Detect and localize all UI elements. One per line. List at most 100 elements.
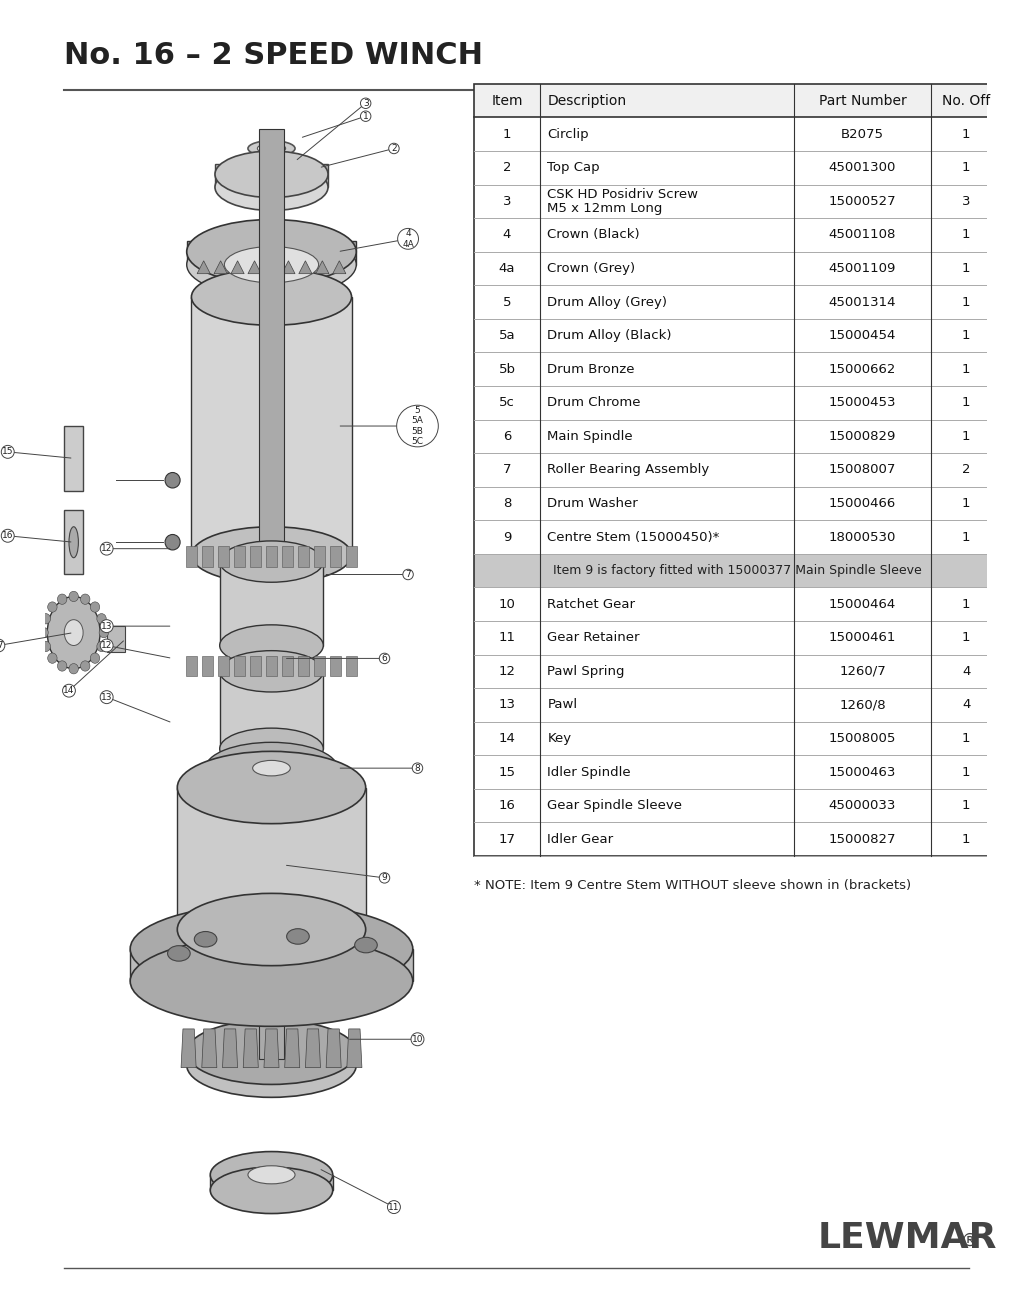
Ellipse shape bbox=[220, 728, 324, 769]
Ellipse shape bbox=[206, 742, 338, 794]
Text: 13: 13 bbox=[499, 698, 515, 711]
Text: 1: 1 bbox=[962, 833, 971, 846]
FancyBboxPatch shape bbox=[474, 84, 1001, 117]
Polygon shape bbox=[259, 129, 284, 1059]
Text: Key: Key bbox=[548, 732, 571, 745]
Polygon shape bbox=[220, 671, 324, 749]
Text: 5b: 5b bbox=[499, 363, 515, 376]
Ellipse shape bbox=[48, 653, 57, 664]
Text: 13: 13 bbox=[101, 622, 113, 630]
Ellipse shape bbox=[97, 613, 106, 624]
Text: 15000527: 15000527 bbox=[828, 195, 896, 208]
Text: 12: 12 bbox=[101, 545, 113, 553]
Polygon shape bbox=[214, 261, 227, 274]
Text: 15008007: 15008007 bbox=[828, 463, 896, 476]
Text: 15: 15 bbox=[499, 766, 515, 778]
Text: 6: 6 bbox=[503, 430, 511, 443]
Text: 15: 15 bbox=[2, 448, 13, 456]
Polygon shape bbox=[202, 1029, 217, 1068]
Text: 12: 12 bbox=[101, 642, 113, 649]
Text: Drum Alloy (Grey): Drum Alloy (Grey) bbox=[548, 296, 668, 309]
Polygon shape bbox=[244, 1029, 258, 1068]
Text: Crown (Grey): Crown (Grey) bbox=[548, 262, 636, 275]
Polygon shape bbox=[250, 656, 261, 676]
Polygon shape bbox=[299, 261, 312, 274]
Ellipse shape bbox=[130, 936, 413, 1026]
Text: 9: 9 bbox=[382, 874, 387, 882]
Polygon shape bbox=[185, 656, 197, 676]
Ellipse shape bbox=[186, 1033, 356, 1097]
Ellipse shape bbox=[224, 247, 318, 283]
Text: Crown (Black): Crown (Black) bbox=[548, 229, 640, 241]
Text: Drum Alloy (Black): Drum Alloy (Black) bbox=[548, 329, 672, 342]
Text: 5c: 5c bbox=[499, 396, 515, 409]
Ellipse shape bbox=[41, 613, 50, 624]
Polygon shape bbox=[285, 1029, 300, 1068]
Polygon shape bbox=[314, 656, 326, 676]
Polygon shape bbox=[202, 546, 213, 567]
Polygon shape bbox=[130, 949, 413, 981]
Ellipse shape bbox=[253, 760, 291, 776]
Polygon shape bbox=[282, 261, 295, 274]
Ellipse shape bbox=[177, 893, 366, 966]
Text: 6: 6 bbox=[382, 655, 387, 662]
Text: 3: 3 bbox=[962, 195, 971, 208]
Text: 1: 1 bbox=[962, 497, 971, 510]
Text: 1: 1 bbox=[362, 112, 369, 120]
Polygon shape bbox=[65, 510, 83, 574]
Text: 5a: 5a bbox=[499, 329, 515, 342]
Text: Roller Bearing Assembly: Roller Bearing Assembly bbox=[548, 463, 710, 476]
Ellipse shape bbox=[90, 602, 99, 612]
Text: 4: 4 bbox=[962, 665, 971, 678]
Text: 45001314: 45001314 bbox=[828, 296, 896, 309]
Text: 9: 9 bbox=[503, 531, 511, 544]
Ellipse shape bbox=[69, 664, 79, 674]
Ellipse shape bbox=[97, 642, 106, 652]
Polygon shape bbox=[333, 261, 346, 274]
Text: Idler Spindle: Idler Spindle bbox=[548, 766, 631, 778]
Polygon shape bbox=[186, 1052, 356, 1065]
Text: Item: Item bbox=[492, 94, 522, 107]
Text: 1: 1 bbox=[962, 396, 971, 409]
Ellipse shape bbox=[210, 1152, 333, 1198]
Polygon shape bbox=[298, 656, 309, 676]
Text: 7: 7 bbox=[406, 571, 411, 578]
Text: 7: 7 bbox=[503, 463, 511, 476]
Text: Gear Retainer: Gear Retainer bbox=[548, 631, 640, 644]
Polygon shape bbox=[298, 546, 309, 567]
Ellipse shape bbox=[248, 1166, 295, 1184]
Text: Gear Spindle Sleeve: Gear Spindle Sleeve bbox=[548, 799, 682, 812]
Text: No. Off: No. Off bbox=[942, 94, 990, 107]
Polygon shape bbox=[282, 656, 293, 676]
Polygon shape bbox=[186, 241, 356, 265]
Ellipse shape bbox=[215, 151, 328, 198]
Polygon shape bbox=[233, 656, 245, 676]
Ellipse shape bbox=[65, 620, 83, 646]
Ellipse shape bbox=[220, 541, 324, 582]
Ellipse shape bbox=[39, 627, 48, 638]
Polygon shape bbox=[231, 261, 244, 274]
Polygon shape bbox=[222, 1029, 238, 1068]
Ellipse shape bbox=[130, 904, 413, 994]
Text: 45001300: 45001300 bbox=[828, 161, 896, 174]
Ellipse shape bbox=[191, 527, 351, 584]
Text: 4a: 4a bbox=[499, 262, 515, 275]
Text: 11: 11 bbox=[499, 631, 515, 644]
Text: Drum Chrome: Drum Chrome bbox=[548, 396, 641, 409]
Polygon shape bbox=[330, 546, 341, 567]
Text: LEWMAR: LEWMAR bbox=[818, 1221, 997, 1255]
Ellipse shape bbox=[177, 751, 366, 824]
Text: Circlip: Circlip bbox=[548, 128, 589, 141]
Text: 3: 3 bbox=[362, 99, 369, 107]
Polygon shape bbox=[233, 546, 245, 567]
Text: 1: 1 bbox=[962, 430, 971, 443]
Ellipse shape bbox=[168, 946, 190, 962]
Text: 5
5A
5B
5C: 5 5A 5B 5C bbox=[412, 405, 424, 447]
Polygon shape bbox=[185, 546, 197, 567]
Polygon shape bbox=[218, 656, 229, 676]
Text: Main Spindle: Main Spindle bbox=[548, 430, 633, 443]
Text: 15000461: 15000461 bbox=[828, 631, 896, 644]
Text: 4: 4 bbox=[503, 229, 511, 241]
Text: 10: 10 bbox=[499, 598, 515, 611]
Text: 2: 2 bbox=[391, 145, 396, 152]
